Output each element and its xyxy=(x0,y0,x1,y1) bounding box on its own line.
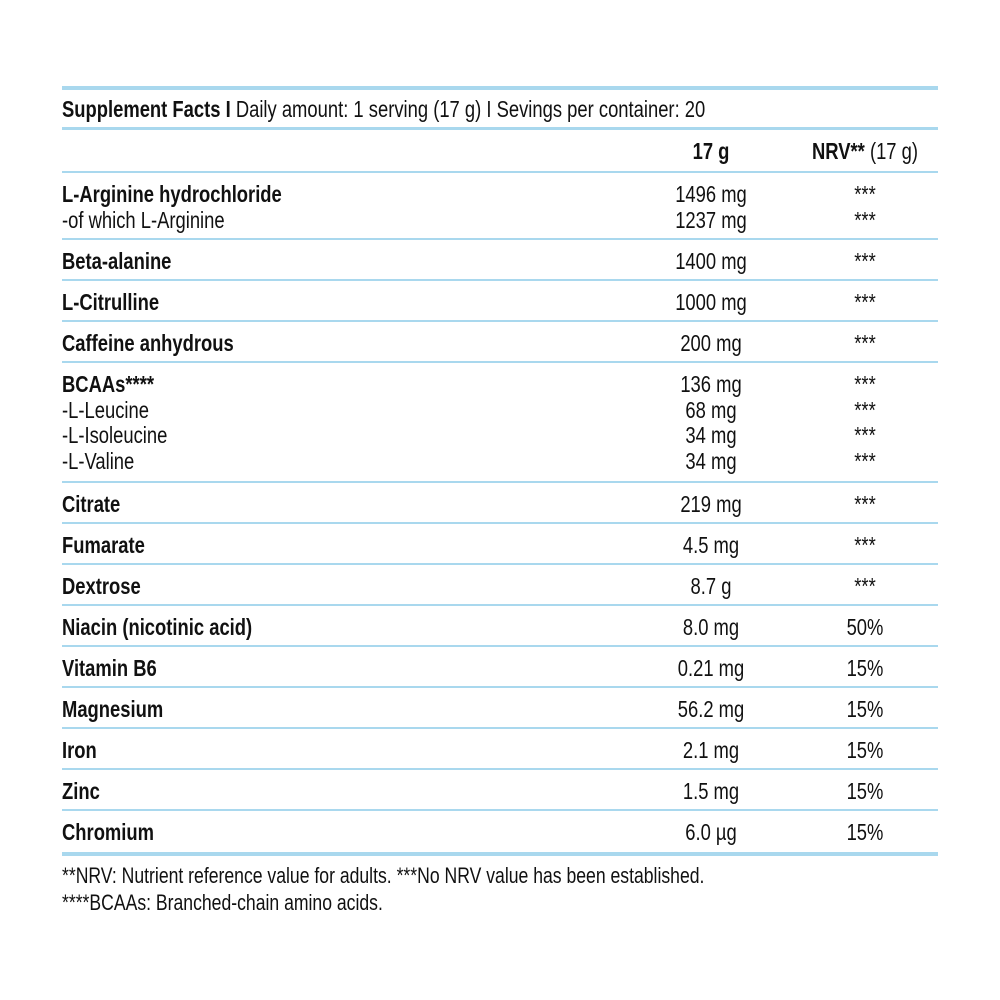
nrv: *** xyxy=(854,447,876,474)
title-rule xyxy=(62,127,938,130)
amount: 1000 mg xyxy=(675,289,747,316)
amount: 2.1 mg xyxy=(682,737,740,764)
amount: 56.2 mg xyxy=(677,696,745,723)
nrv: *** xyxy=(854,371,876,398)
header-rule xyxy=(62,171,938,173)
amount-header: 17 g xyxy=(692,138,730,164)
amount: 68 mg xyxy=(685,396,737,423)
nutrient-name: Zinc xyxy=(62,778,100,805)
amount: 1400 mg xyxy=(675,248,747,275)
amount: 4.5 mg xyxy=(682,532,740,559)
nrv-serving: (17 g) xyxy=(869,138,919,164)
row-rule xyxy=(62,238,938,241)
row-rule xyxy=(62,686,938,689)
amount: 8.0 mg xyxy=(682,614,740,641)
nrv: 15% xyxy=(846,778,884,805)
nutrient-name: BCAAs**** xyxy=(62,371,155,398)
nutrient-name: Magnesium xyxy=(62,696,164,723)
nutrient-name: -L-Isoleucine xyxy=(62,422,168,449)
row-rule xyxy=(62,361,938,364)
nrv: 50% xyxy=(846,614,884,641)
amount: 1496 mg xyxy=(675,181,747,207)
nrv-label: NRV** xyxy=(811,138,865,164)
amount: 0.21 mg xyxy=(677,655,745,682)
row-rule xyxy=(62,279,938,282)
nrv: 15% xyxy=(846,696,884,723)
nrv: *** xyxy=(854,330,876,357)
footnote: **NRV: Nutrient reference value for adul… xyxy=(62,863,705,889)
nutrient-name: Fumarate xyxy=(62,532,145,559)
row-rule xyxy=(62,768,938,771)
nrv: *** xyxy=(854,573,876,600)
nutrient-name: Iron xyxy=(62,737,97,764)
amount: 34 mg xyxy=(685,447,737,474)
amount: 1.5 mg xyxy=(682,778,740,805)
row-rule xyxy=(62,481,938,484)
nrv: *** xyxy=(854,181,876,207)
nrv: *** xyxy=(854,248,876,275)
nrv: *** xyxy=(854,289,876,316)
nrv: 15% xyxy=(846,819,884,846)
nutrient-name: -L-Valine xyxy=(62,447,135,474)
nrv: *** xyxy=(854,532,876,559)
row-rule xyxy=(62,645,938,648)
title-details: Daily amount: 1 serving (17 g) I Sevings… xyxy=(235,96,706,122)
row-rule xyxy=(62,522,938,525)
nutrient-name: L-Citrulline xyxy=(62,289,160,316)
row-rule xyxy=(62,727,938,730)
amount: 136 mg xyxy=(680,371,742,398)
row-rule xyxy=(62,320,938,323)
nutrient-name: -of which L-Arginine xyxy=(62,206,225,233)
amount: 200 mg xyxy=(680,330,742,357)
title-line: Supplement Facts I Daily amount: 1 servi… xyxy=(62,96,705,122)
amount: 8.7 g xyxy=(690,573,732,600)
bottom-rule xyxy=(62,852,938,857)
nutrient-name: Dextrose xyxy=(62,573,141,600)
nrv: *** xyxy=(854,206,876,233)
nutrient-name: Citrate xyxy=(62,491,121,518)
nutrient-name: Chromium xyxy=(62,819,154,846)
nrv: *** xyxy=(854,491,876,518)
footnote: ****BCAAs: Branched-chain amino acids. xyxy=(62,890,383,916)
nutrient-name: Niacin (nicotinic acid) xyxy=(62,614,253,641)
row-rule xyxy=(62,604,938,607)
amount: 34 mg xyxy=(685,422,737,449)
nutrient-name: Vitamin B6 xyxy=(62,655,157,682)
nrv: 15% xyxy=(846,655,884,682)
top-rule xyxy=(62,86,938,90)
amount: 1237 mg xyxy=(675,206,747,233)
nutrient-name: Beta-alanine xyxy=(62,248,172,275)
row-rule xyxy=(62,809,938,812)
nutrient-name: -L-Leucine xyxy=(62,396,149,423)
title: Supplement Facts I xyxy=(62,96,231,122)
nrv: *** xyxy=(854,396,876,423)
nrv: 15% xyxy=(846,737,884,764)
row-rule xyxy=(62,563,938,566)
nrv-header: NRV** (17 g) xyxy=(797,138,933,164)
nutrient-name: L-Arginine hydrochloride xyxy=(62,181,282,207)
nrv: *** xyxy=(854,422,876,449)
nutrient-name: Caffeine anhydrous xyxy=(62,330,234,357)
amount: 219 mg xyxy=(680,491,742,518)
amount: 6.0 µg xyxy=(685,819,737,846)
